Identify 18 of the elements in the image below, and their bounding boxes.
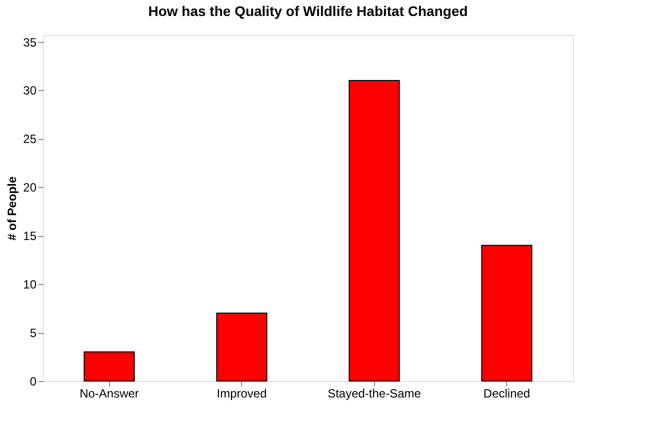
bar [481,244,532,382]
y-axis-title: # of People [5,176,20,241]
chart-title: How has the Quality of Wildlife Habitat Changed [148,3,468,19]
x-tick-label: No-Answer [80,386,139,400]
y-tick-label: 15 [23,229,37,244]
x-tick-label: Stayed-the-Same [328,386,422,400]
bar [84,351,135,382]
y-tick-label: 5 [30,326,37,340]
y-tick-label: 20 [23,180,37,195]
bar [348,80,400,382]
y-tick-label: 35 [23,35,37,50]
y-tick-label: 30 [23,84,37,98]
x-tick-label: Declined [483,386,530,400]
x-tick-label: Improved [216,386,267,400]
y-tick-label: 0 [30,374,37,388]
y-tick-label: 25 [23,132,37,146]
y-tick-label: 10 [23,278,37,292]
bar [216,312,268,382]
